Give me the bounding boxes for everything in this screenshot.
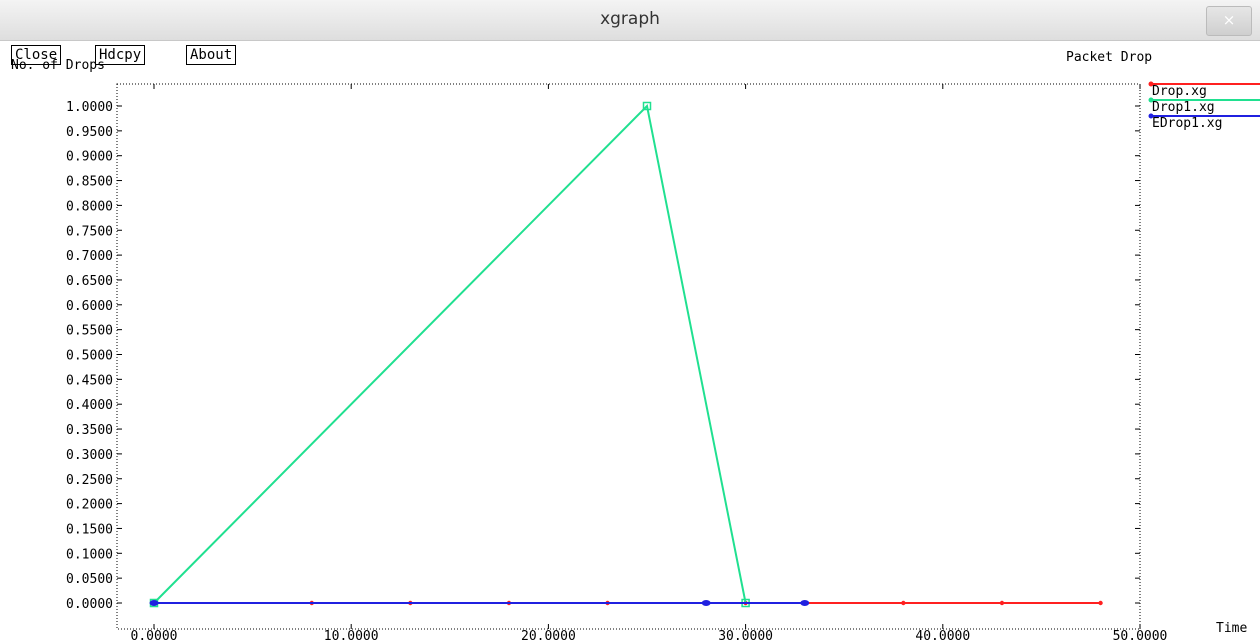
legend-marker-3: [1148, 113, 1154, 119]
y-tick-label: 0.3000: [66, 448, 113, 463]
legend-marker-1: [1148, 81, 1154, 87]
y-tick-label: 0.3500: [66, 423, 113, 438]
x-tick-label: 30.0000: [718, 629, 773, 642]
series-point-3: [800, 600, 810, 606]
plot-frame: [116, 83, 1141, 630]
series-point-3: [149, 600, 159, 606]
y-tick-label: 0.6500: [66, 274, 113, 289]
series-point-1: [999, 600, 1005, 606]
y-tick-label: 0.6000: [66, 299, 113, 314]
y-tick-label: 0.0500: [66, 572, 113, 587]
y-tick-label: 1.0000: [66, 100, 113, 115]
y-tick-label: 0.9500: [66, 125, 113, 140]
window-close-button[interactable]: ×: [1206, 6, 1252, 36]
y-tick-label: 0.5500: [66, 324, 113, 339]
y-tick-label: 0.4000: [66, 398, 113, 413]
y-tick-label: 0.7000: [66, 249, 113, 264]
y-tick-label: 0.5000: [66, 349, 113, 364]
close-button[interactable]: Close: [11, 45, 62, 65]
about-button[interactable]: About: [186, 45, 237, 65]
y-tick-label: 0.1500: [66, 522, 113, 537]
chart-title: Packet Drop: [1066, 50, 1153, 65]
y-tick-label: 0.2500: [66, 473, 113, 488]
legend-marker-2: [1148, 97, 1154, 103]
series-point-2: [642, 101, 652, 111]
y-tick-label: 0.9000: [66, 150, 113, 165]
x-tick-label: 0.0000: [131, 629, 178, 642]
series-point-1: [1098, 600, 1103, 606]
series-point-3: [701, 600, 711, 606]
window-title: xgraph: [600, 9, 660, 29]
title-bar: xgraph ×: [0, 0, 1260, 41]
hdcpy-button[interactable]: Hdcpy: [95, 45, 146, 65]
legend-label-3: EDrop1.xg: [1152, 116, 1222, 131]
y-tick-label: 0.1000: [66, 547, 113, 562]
series-line-2: [153, 103, 747, 604]
y-tick-label: 0.8500: [66, 175, 113, 190]
y-axis-label: No. of Drops: [11, 58, 105, 73]
x-tick-label: 50.0000: [1113, 629, 1168, 642]
legend-label-2: Drop1.xg: [1152, 100, 1215, 115]
x-tick-label: 10.0000: [324, 629, 379, 642]
y-tick-label: 0.8000: [66, 199, 113, 214]
y-tick-label: 0.0000: [66, 597, 113, 612]
x-tick-label: 40.0000: [915, 629, 970, 642]
y-tick-label: 0.4500: [66, 373, 113, 388]
legend-label-1: Drop.xg: [1152, 84, 1207, 99]
x-axis-label: Time: [1216, 621, 1248, 636]
y-tick-label: 0.7500: [66, 224, 113, 239]
series-point-1: [901, 600, 906, 606]
x-tick-label: 20.0000: [521, 629, 576, 642]
y-tick-label: 0.2000: [66, 498, 113, 513]
